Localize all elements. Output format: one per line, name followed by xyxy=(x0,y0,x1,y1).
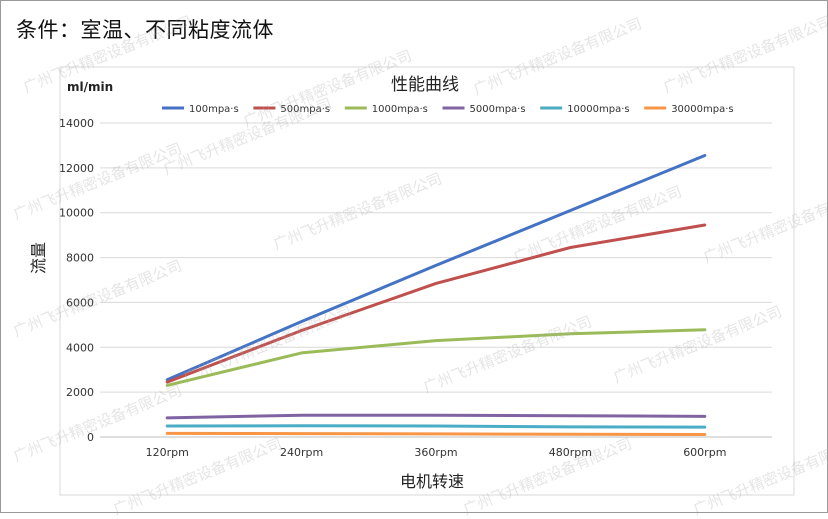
x-tick-label: 360rpm xyxy=(414,446,457,459)
x-axis-title: 电机转速 xyxy=(400,472,464,491)
y-axis-title: 流量 xyxy=(29,242,48,274)
legend-label: 30000mpa·s xyxy=(671,104,733,115)
legend-label: 1000mpa·s xyxy=(372,104,428,115)
chart-title: 性能曲线 xyxy=(391,75,459,95)
x-tick-label: 600rpm xyxy=(683,446,726,459)
series-line xyxy=(165,154,707,382)
y-unit-label: ml/min xyxy=(67,80,113,94)
y-tick-label: 0 xyxy=(87,431,94,444)
legend-label: 10000mpa·s xyxy=(567,104,629,115)
x-tick-label: 240rpm xyxy=(280,446,323,459)
plot-area-border xyxy=(59,66,795,496)
x-tick-label: 480rpm xyxy=(549,446,592,459)
y-tick-label: 2000 xyxy=(66,386,94,399)
y-tick-label: 10000 xyxy=(59,207,94,220)
x-tick-label: 120rpm xyxy=(146,446,189,459)
y-tick-label: 4000 xyxy=(66,341,94,354)
series-line xyxy=(165,424,707,429)
legend-label: 500mpa·s xyxy=(280,104,330,115)
series-line xyxy=(165,413,707,420)
y-tick-label: 12000 xyxy=(59,162,94,175)
legend-label: 100mpa·s xyxy=(189,104,239,115)
y-tick-label: 6000 xyxy=(66,296,94,309)
series-line xyxy=(165,328,707,387)
series-line xyxy=(165,431,707,436)
y-tick-label: 8000 xyxy=(66,252,94,265)
legend-label: 5000mpa·s xyxy=(470,104,526,115)
page-heading: 条件：室温、不同粘度流体 xyxy=(16,18,274,42)
series-line xyxy=(165,223,707,384)
y-tick-label: 14000 xyxy=(59,117,94,130)
